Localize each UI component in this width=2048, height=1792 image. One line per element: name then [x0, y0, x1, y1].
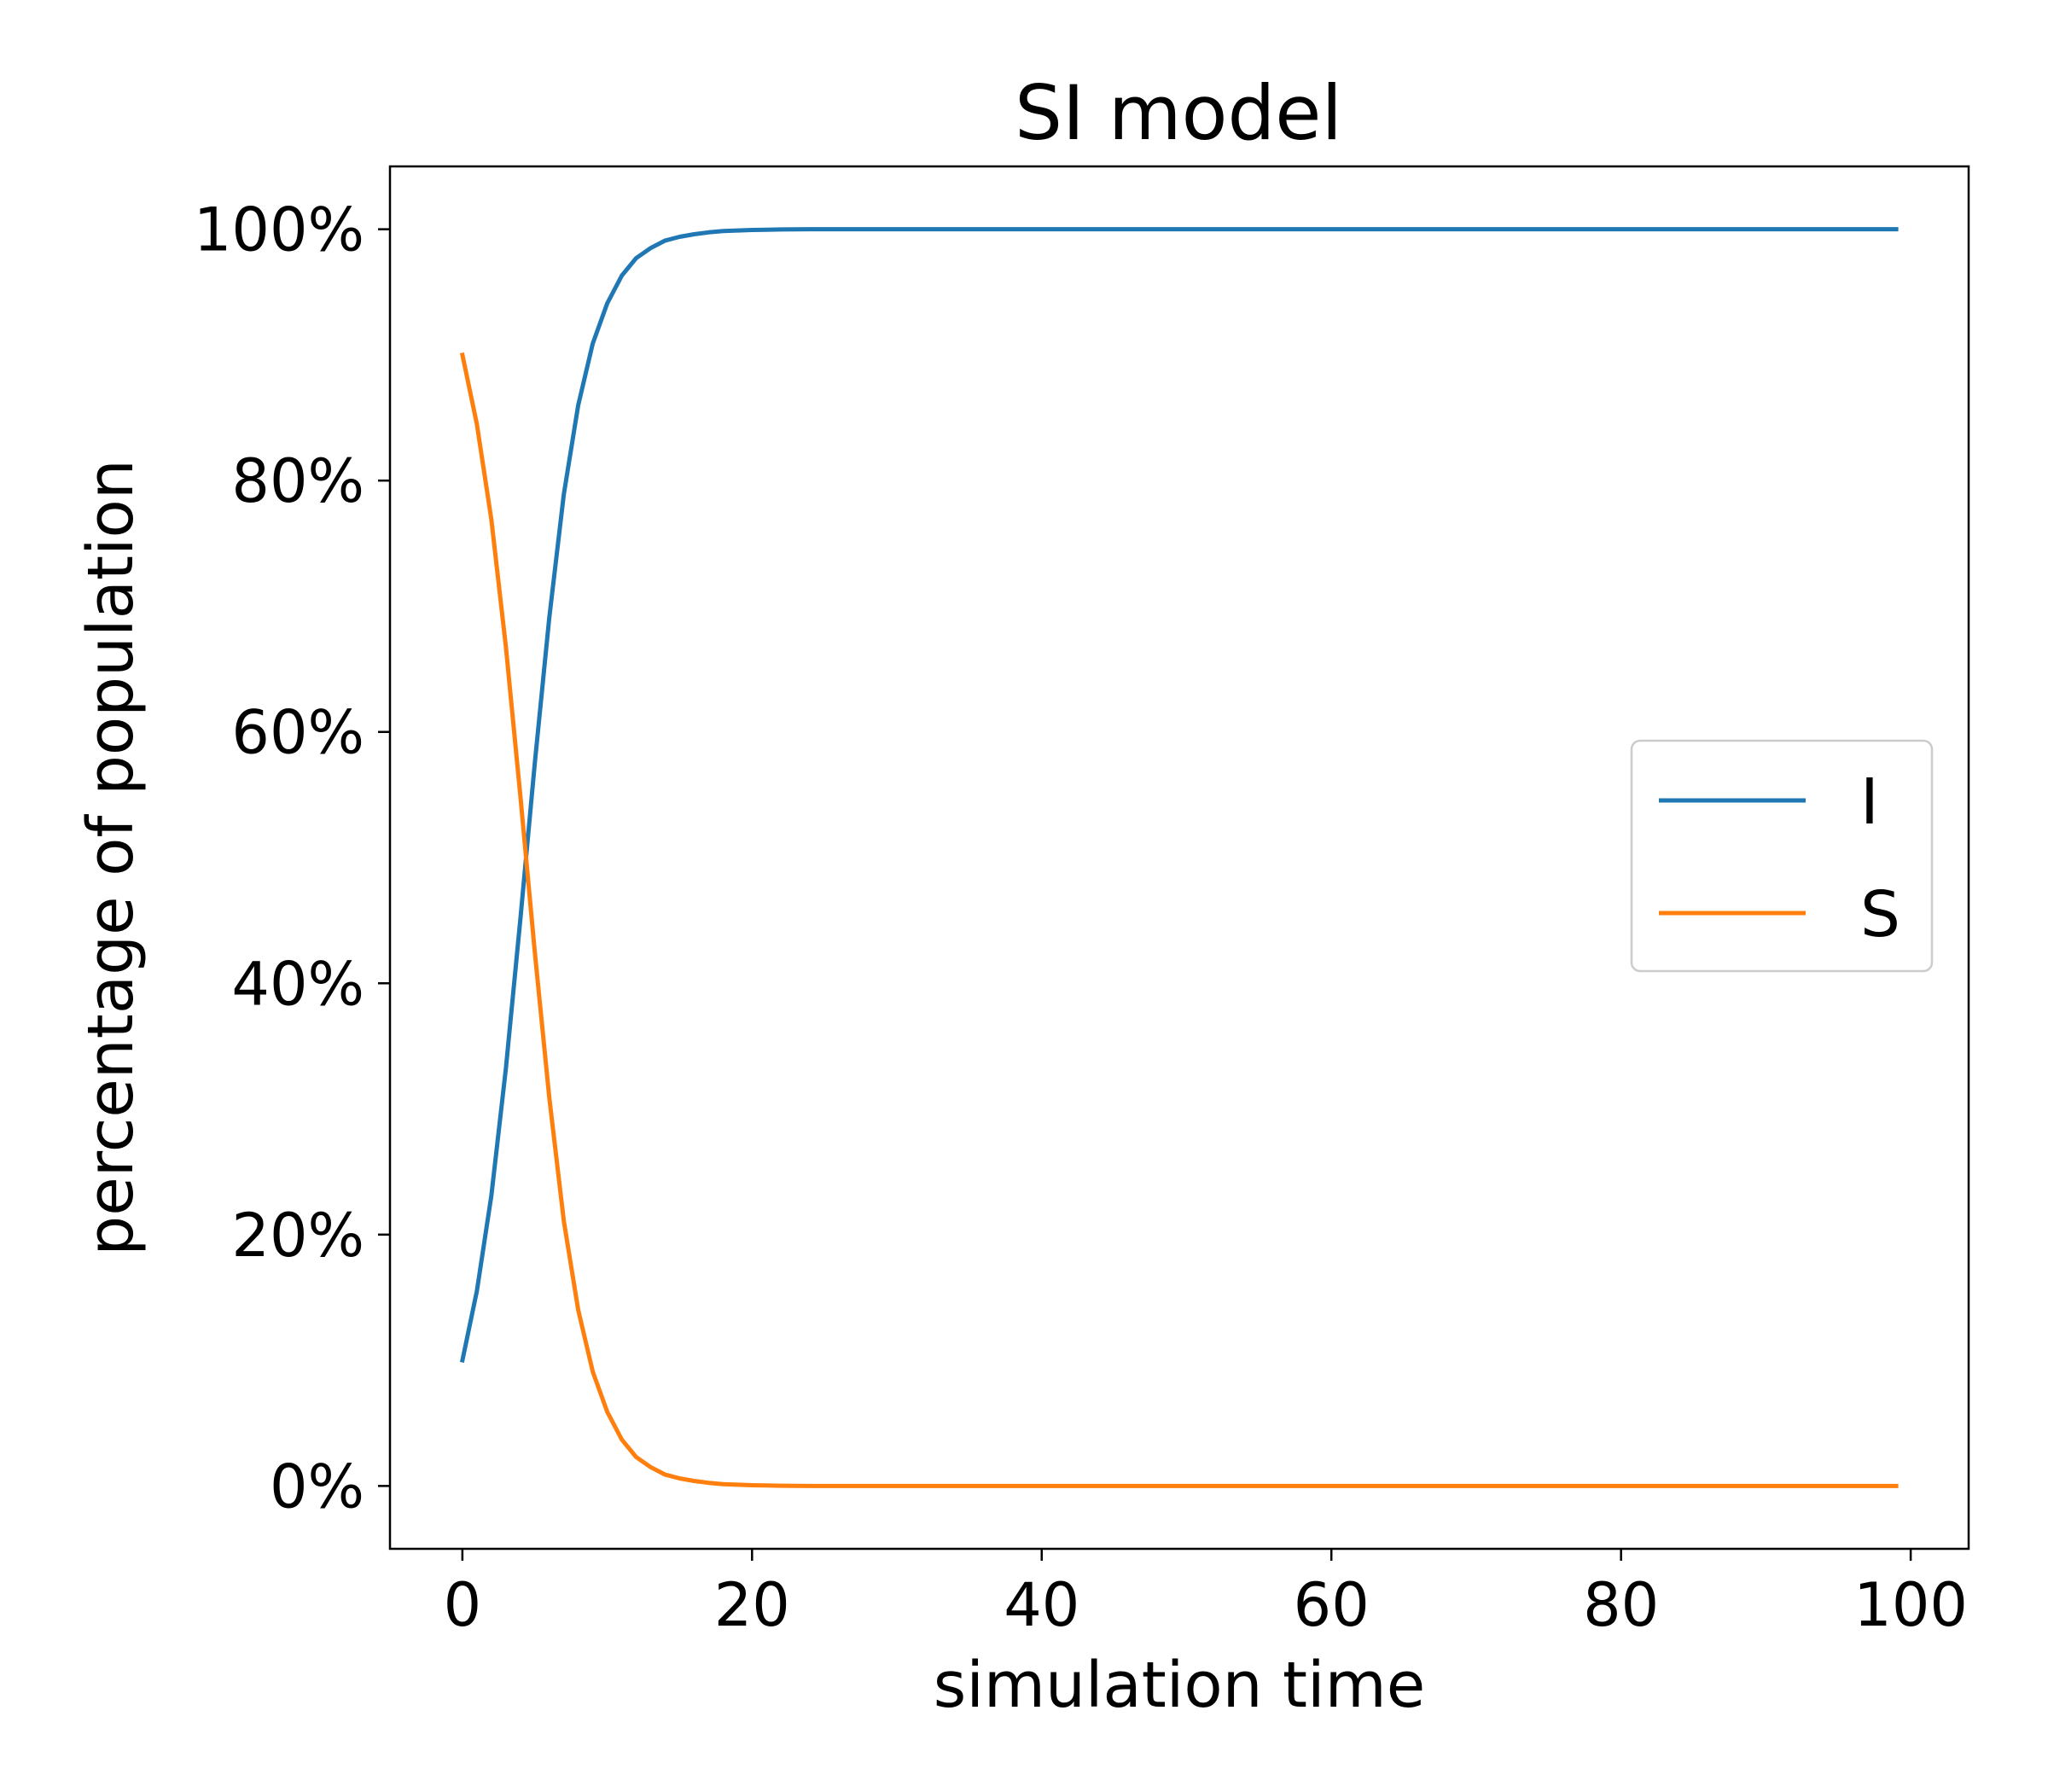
series-line-S: [459, 352, 1899, 1488]
legend[interactable]: IS: [1630, 739, 1934, 973]
x-axis: 0 20 40 60 80 100: [444, 1549, 1968, 1640]
y-tick-label: 40%: [231, 949, 364, 1019]
x-tick-label: 100: [1853, 1570, 1968, 1640]
y-axis-label: percentage of population: [74, 459, 148, 1255]
y-tick-label: 0%: [270, 1452, 364, 1521]
y-tick-label: 60%: [231, 698, 364, 768]
y-tick-label: 80%: [231, 446, 364, 516]
legend-label-I: I: [1860, 765, 1879, 839]
legend-items: IS: [1659, 765, 1900, 951]
x-tick-label: 40: [1004, 1570, 1079, 1640]
y-tick-label: 100%: [194, 195, 364, 265]
series-lines: [459, 227, 1899, 1488]
chart-title: SI model: [1015, 69, 1342, 157]
x-axis-label: simulation time: [934, 1649, 1425, 1722]
y-tick-label: 20%: [231, 1201, 364, 1271]
legend-label-S: S: [1860, 878, 1900, 951]
x-tick-label: 20: [714, 1570, 790, 1640]
series-line-I: [459, 227, 1899, 1364]
x-tick-label: 60: [1294, 1570, 1370, 1640]
plot-frame: [388, 165, 1970, 1551]
y-axis: 0% 20% 40% 60% 80% 100%: [194, 195, 390, 1521]
x-tick-label: 0: [444, 1570, 482, 1640]
x-tick-label: 80: [1583, 1570, 1659, 1640]
